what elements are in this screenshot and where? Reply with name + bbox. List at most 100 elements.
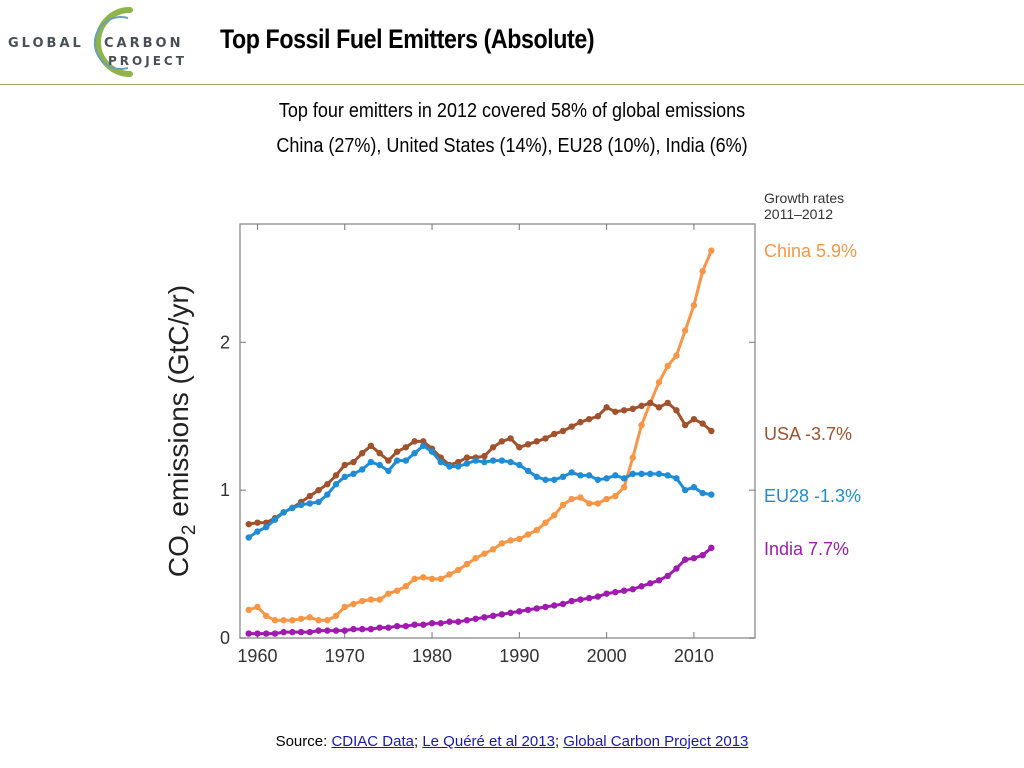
data-point-eu28 [262, 523, 270, 531]
data-point-china [577, 494, 584, 501]
data-point-eu28 [254, 528, 261, 535]
data-point-china [245, 606, 252, 614]
data-point-usa [324, 481, 331, 488]
data-point-eu28 [664, 472, 671, 479]
data-point-india [367, 625, 375, 633]
data-point-india [428, 620, 436, 627]
data-point-india [332, 627, 340, 634]
data-point-india [280, 628, 287, 636]
data-point-india [664, 572, 671, 580]
header: GLOBAL CARBON PROJECT Top Fossil Fuel Em… [0, 0, 1024, 84]
data-point-eu28 [612, 472, 619, 479]
x-tick-label: 2000 [587, 646, 627, 666]
data-point-usa [367, 442, 375, 449]
data-point-usa [620, 407, 628, 414]
data-point-india [498, 611, 506, 618]
data-point-usa [359, 449, 366, 457]
x-tick-label: 1970 [325, 646, 365, 666]
data-point-india [620, 587, 628, 594]
data-point-china [516, 535, 523, 543]
data-point-eu28 [568, 469, 575, 476]
data-point-usa [603, 404, 610, 411]
data-point-india [524, 606, 532, 614]
data-point-eu28 [708, 491, 715, 498]
source-prefix: Source: [275, 733, 332, 750]
data-point-eu28 [690, 483, 698, 491]
data-point-eu28 [489, 457, 497, 464]
data-point-china [568, 495, 575, 503]
data-point-india [446, 618, 453, 625]
x-tick-label: 1980 [412, 646, 452, 666]
series-line-china [248, 250, 713, 622]
data-point-eu28 [341, 473, 348, 481]
data-point-india [568, 597, 575, 605]
cdiac-data-link[interactable]: CDIAC Data [331, 733, 414, 750]
data-point-china [297, 615, 305, 622]
data-point-india [402, 622, 410, 630]
data-point-usa [481, 452, 488, 460]
data-point-india [262, 630, 270, 637]
logo-word-carbon: CARBON [104, 36, 184, 51]
data-point-india [271, 630, 279, 637]
data-point-usa [664, 399, 671, 407]
data-point-usa [533, 438, 540, 445]
data-point-india [324, 627, 331, 634]
data-point-china [463, 560, 471, 568]
data-point-eu28 [463, 460, 471, 467]
data-point-china [533, 526, 540, 534]
data-point-eu28 [376, 461, 383, 469]
data-point-china [594, 500, 602, 507]
data-point-india [533, 605, 540, 612]
data-point-china [542, 519, 549, 526]
data-point-china [690, 302, 698, 309]
y-tick-label: 0 [220, 628, 230, 648]
data-point-eu28 [524, 467, 532, 475]
data-point-india [612, 588, 619, 596]
data-point-eu28 [332, 481, 340, 488]
data-point-india [647, 580, 654, 587]
data-point-usa [524, 441, 532, 448]
data-point-eu28 [516, 461, 523, 469]
data-point-china [681, 327, 689, 334]
y-tick-label: 2 [220, 332, 230, 352]
data-point-eu28 [638, 470, 645, 478]
data-point-usa [568, 423, 575, 430]
data-point-eu28 [681, 486, 689, 494]
legend-label-china: China 5.9% [764, 241, 857, 261]
data-point-china [341, 603, 348, 611]
data-point-india [297, 628, 305, 636]
data-point-india [577, 596, 584, 603]
data-point-china [262, 612, 270, 620]
logo-arc-icon [93, 7, 133, 77]
data-point-eu28 [603, 475, 610, 482]
data-point-china [385, 590, 392, 597]
gcp-2013-link[interactable]: Global Carbon Project 2013 [563, 733, 749, 750]
data-point-india [341, 627, 348, 634]
data-point-usa [585, 415, 593, 423]
data-point-india [655, 577, 663, 584]
source-separator: ; [413, 733, 423, 750]
data-point-india [472, 615, 479, 622]
data-point-china [489, 546, 497, 553]
y-axis-label: CO2 emissions (GtC/yr) [163, 285, 200, 577]
data-point-india [585, 594, 593, 602]
data-point-eu28 [367, 458, 375, 466]
data-point-china [655, 379, 663, 386]
data-point-china [620, 483, 628, 491]
data-point-eu28 [411, 449, 418, 457]
header-divider [0, 84, 1024, 85]
data-point-usa [489, 444, 497, 451]
data-point-usa [542, 435, 549, 442]
data-point-china [359, 597, 366, 605]
data-point-eu28 [315, 498, 322, 506]
data-point-usa [498, 438, 506, 445]
data-point-china [551, 512, 558, 519]
legend-title: Growth rates [764, 190, 844, 206]
le-quere-link[interactable]: Le Quéré et al 2013 [422, 733, 555, 750]
data-point-china [324, 617, 331, 624]
data-point-usa [551, 430, 558, 438]
data-point-usa [420, 438, 427, 445]
data-point-india [393, 622, 401, 630]
data-point-china [481, 550, 488, 557]
data-point-usa [245, 520, 252, 528]
